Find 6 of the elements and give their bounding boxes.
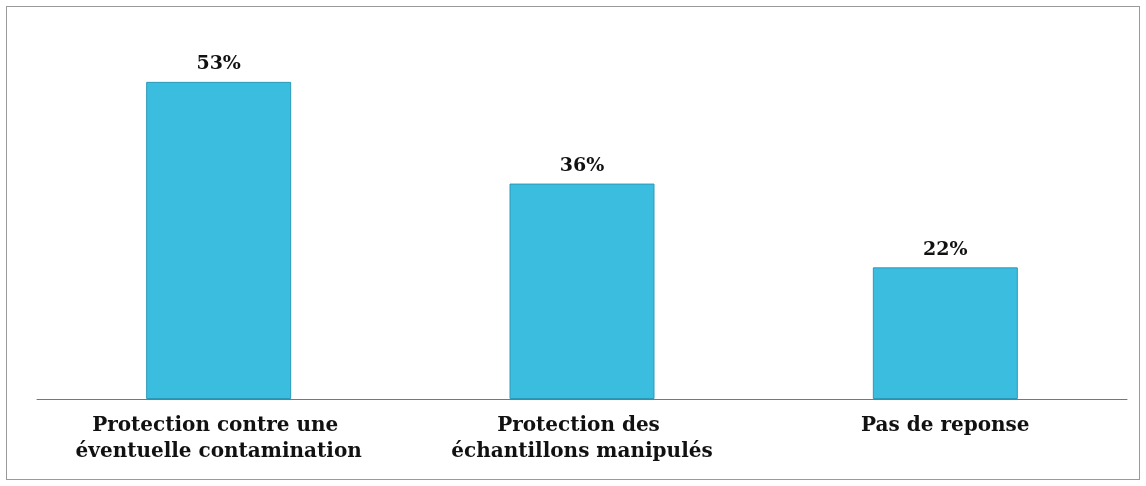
x-tick-label: Protection des échantillons manipulés	[451, 412, 713, 462]
data-label: 22%	[923, 236, 968, 259]
x-tick-label: Protection contre une éventuelle contamination	[75, 412, 363, 462]
data-label: 53%	[196, 51, 241, 74]
x-tick-label: Pas de reponse	[861, 412, 1030, 436]
data-label: 36%	[559, 153, 605, 176]
